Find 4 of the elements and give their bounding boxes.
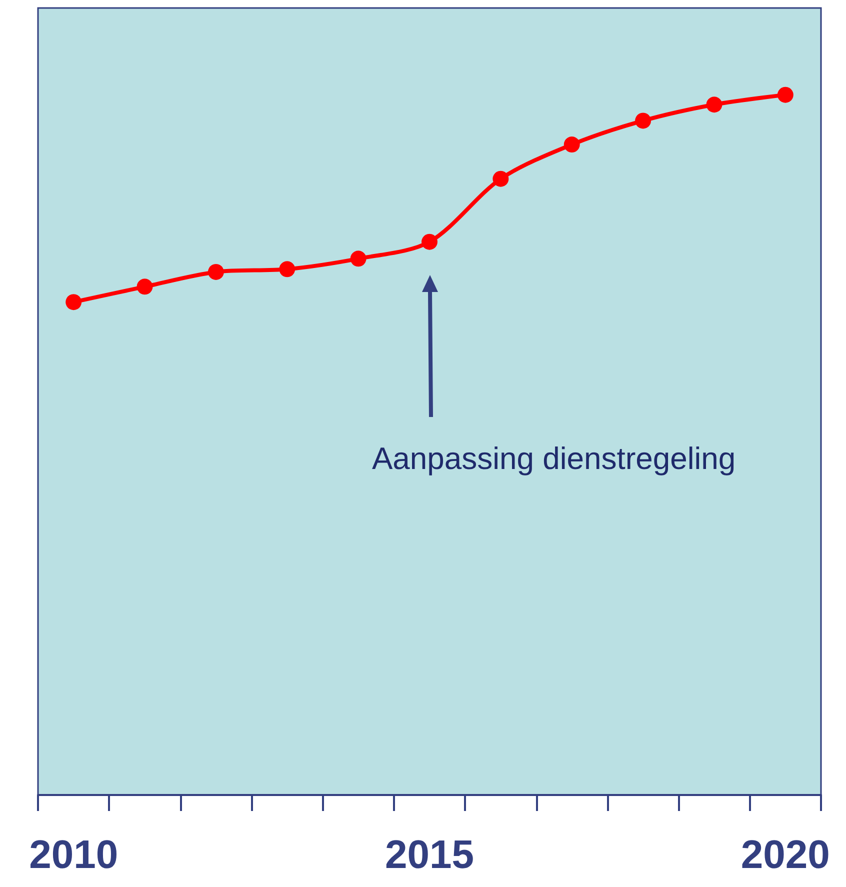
x-tick-label: 2010	[29, 833, 118, 877]
annotation: Aanpassing dienstregeling	[372, 441, 736, 477]
x-tick-label: 2020	[740, 833, 830, 877]
x-tick-label: 2015	[385, 833, 474, 877]
